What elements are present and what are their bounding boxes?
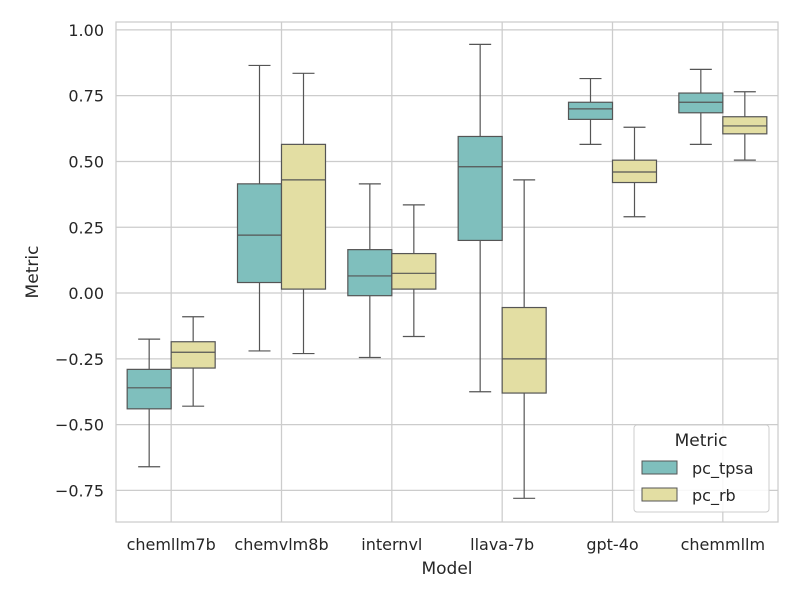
y-tick-label: −0.25 [55,350,104,369]
box-iqr [678,92,724,114]
box-pc_tpsa-chemmllm [678,68,724,145]
y-tick-label: 0.50 [68,152,104,171]
box-iqr [170,341,216,369]
legend-swatch-pc_tpsa [641,460,678,475]
box-iqr [280,143,327,290]
x-tick-label: gpt-4o [586,535,638,554]
y-tick-labels: 1.00 0.75 0.50 0.25 0.00 −0.25 −0.50 −0.75 [55,21,104,501]
x-tick-label: chemvlm8b [234,535,328,554]
box-iqr [457,135,503,242]
box-iqr [236,183,283,284]
x-tick-label: chemmllm [681,535,765,554]
box-iqr [611,159,658,184]
legend-label-pc_rb: pc_rb [692,486,736,506]
box-iqr [391,252,437,290]
box-pc_rb-internvl [391,204,437,338]
box-iqr [567,101,614,120]
box-pc_rb-llava-7b [501,179,547,499]
y-tick-label: −0.50 [55,416,104,435]
legend-label-pc_tpsa: pc_tpsa [692,459,754,479]
box-pc_rb-gpt-4o [611,126,658,218]
box-pc_tpsa-gpt-4o [567,77,614,145]
box-pc_rb-chemllm7b [170,316,216,407]
y-tick-label: 0.25 [68,218,104,237]
box-iqr [722,116,768,135]
y-axis-label: Metric [23,246,43,299]
box-pc_rb-chemmllm [722,91,768,161]
x-axis-label: Model [421,559,472,579]
legend-title: Metric [675,431,728,451]
y-tick-label: 1.00 [68,21,104,40]
boxes [126,43,768,499]
box-pc_tpsa-llava-7b [457,43,503,393]
legend-swatch-pc_rb [641,487,678,502]
box-iqr [126,368,172,410]
y-tick-label: −0.75 [55,481,104,500]
box-pc_tpsa-chemvlm8b [236,64,283,352]
x-tick-label: chemllm7b [127,535,216,554]
box-pc_rb-chemvlm8b [280,72,327,355]
legend: Metric pc_tpsa pc_rb [633,424,770,513]
x-tick-label: llava-7b [470,535,534,554]
box-pc_tpsa-chemllm7b [126,338,172,468]
y-tick-label: 0.00 [68,284,104,303]
box-pc_tpsa-internvl [347,183,393,359]
box-iqr [347,249,393,297]
x-tick-labels: chemllm7b chemvlm8b internvl llava-7b gpt-4o… [127,535,765,554]
x-tick-label: internvl [361,535,422,554]
box-iqr [501,306,547,394]
y-tick-label: 0.75 [68,87,104,106]
